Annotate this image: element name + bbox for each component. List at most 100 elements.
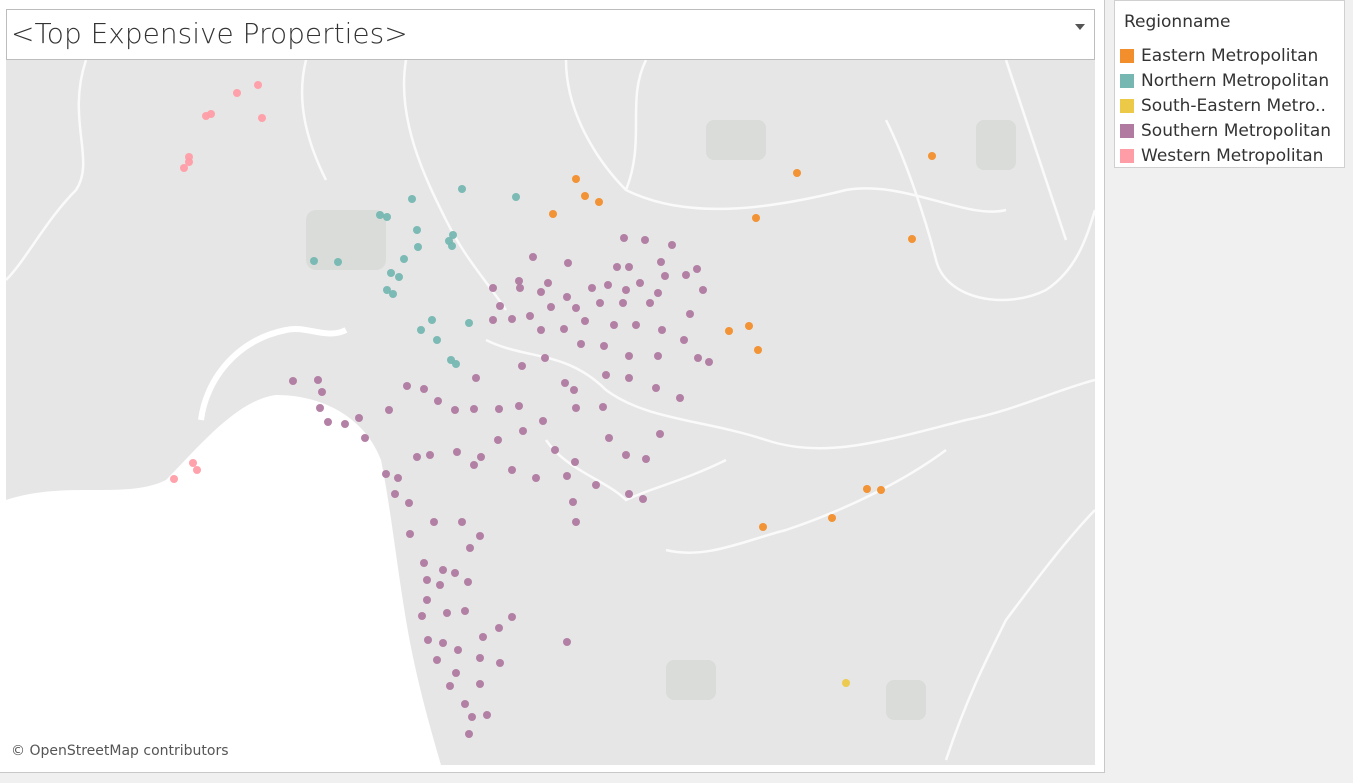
property-point[interactable] (391, 490, 399, 498)
property-point[interactable] (382, 470, 390, 478)
property-point[interactable] (453, 448, 461, 456)
property-point[interactable] (636, 279, 644, 287)
property-point[interactable] (452, 360, 460, 368)
property-point[interactable] (532, 474, 540, 482)
property-point[interactable] (310, 257, 318, 265)
property-point[interactable] (752, 214, 760, 222)
property-point[interactable] (334, 258, 342, 266)
property-point[interactable] (464, 578, 472, 586)
property-point[interactable] (602, 371, 610, 379)
property-point[interactable] (661, 272, 669, 280)
property-point[interactable] (451, 406, 459, 414)
property-point[interactable] (571, 458, 579, 466)
property-point[interactable] (544, 279, 552, 287)
property-point[interactable] (759, 523, 767, 531)
property-point[interactable] (512, 193, 520, 201)
property-point[interactable] (595, 198, 603, 206)
property-point[interactable] (318, 388, 326, 396)
property-point[interactable] (430, 518, 438, 526)
property-point[interactable] (745, 322, 753, 330)
property-point[interactable] (658, 326, 666, 334)
property-point[interactable] (451, 569, 459, 577)
property-point[interactable] (908, 235, 916, 243)
property-point[interactable] (604, 281, 612, 289)
property-point[interactable] (508, 466, 516, 474)
property-point[interactable] (466, 544, 474, 552)
property-point[interactable] (508, 613, 516, 621)
property-point[interactable] (461, 607, 469, 615)
property-point[interactable] (316, 404, 324, 412)
property-point[interactable] (581, 192, 589, 200)
property-point[interactable] (233, 89, 241, 97)
property-point[interactable] (572, 518, 580, 526)
property-point[interactable] (842, 679, 850, 687)
property-point[interactable] (454, 646, 462, 654)
property-point[interactable] (355, 414, 363, 422)
property-point[interactable] (693, 265, 701, 273)
property-point[interactable] (632, 321, 640, 329)
property-point[interactable] (496, 302, 504, 310)
property-point[interactable] (619, 299, 627, 307)
property-point[interactable] (189, 459, 197, 467)
property-point[interactable] (180, 164, 188, 172)
property-point[interactable] (472, 374, 480, 382)
property-point[interactable] (408, 195, 416, 203)
property-point[interactable] (383, 213, 391, 221)
property-point[interactable] (496, 659, 504, 667)
property-point[interactable] (289, 377, 297, 385)
property-point[interactable] (465, 730, 473, 738)
property-point[interactable] (420, 559, 428, 567)
property-point[interactable] (539, 417, 547, 425)
property-point[interactable] (725, 327, 733, 335)
property-point[interactable] (389, 290, 397, 298)
property-point[interactable] (572, 304, 580, 312)
property-point[interactable] (383, 286, 391, 294)
property-point[interactable] (572, 175, 580, 183)
property-point[interactable] (572, 404, 580, 412)
property-point[interactable] (489, 316, 497, 324)
property-point[interactable] (443, 609, 451, 617)
property-point[interactable] (516, 284, 524, 292)
property-point[interactable] (668, 241, 676, 249)
property-point[interactable] (424, 636, 432, 644)
property-point[interactable] (495, 405, 503, 413)
property-point[interactable] (170, 475, 178, 483)
property-point[interactable] (625, 352, 633, 360)
property-point[interactable] (592, 481, 600, 489)
property-point[interactable] (699, 286, 707, 294)
property-point[interactable] (341, 420, 349, 428)
property-point[interactable] (793, 169, 801, 177)
property-point[interactable] (258, 114, 266, 122)
property-point[interactable] (465, 319, 473, 327)
property-point[interactable] (476, 532, 484, 540)
property-point[interactable] (682, 271, 690, 279)
property-point[interactable] (694, 354, 702, 362)
property-point[interactable] (477, 453, 485, 461)
property-point[interactable] (599, 403, 607, 411)
property-point[interactable] (193, 466, 201, 474)
property-point[interactable] (646, 299, 654, 307)
property-point[interactable] (561, 379, 569, 387)
property-point[interactable] (385, 406, 393, 414)
property-point[interactable] (625, 374, 633, 382)
property-point[interactable] (581, 317, 589, 325)
property-point[interactable] (569, 498, 577, 506)
property-point[interactable] (394, 474, 402, 482)
property-point[interactable] (495, 624, 503, 632)
property-point[interactable] (622, 286, 630, 294)
property-point[interactable] (446, 682, 454, 690)
property-point[interactable] (476, 654, 484, 662)
property-point[interactable] (551, 446, 559, 454)
property-point[interactable] (254, 81, 262, 89)
property-point[interactable] (656, 430, 664, 438)
property-point[interactable] (657, 258, 665, 266)
property-point[interactable] (395, 273, 403, 281)
property-point[interactable] (622, 451, 630, 459)
property-point[interactable] (428, 316, 436, 324)
property-point[interactable] (620, 234, 628, 242)
property-point[interactable] (515, 402, 523, 410)
property-point[interactable] (439, 639, 447, 647)
property-point[interactable] (526, 312, 534, 320)
property-point[interactable] (605, 434, 613, 442)
property-point[interactable] (515, 277, 523, 285)
